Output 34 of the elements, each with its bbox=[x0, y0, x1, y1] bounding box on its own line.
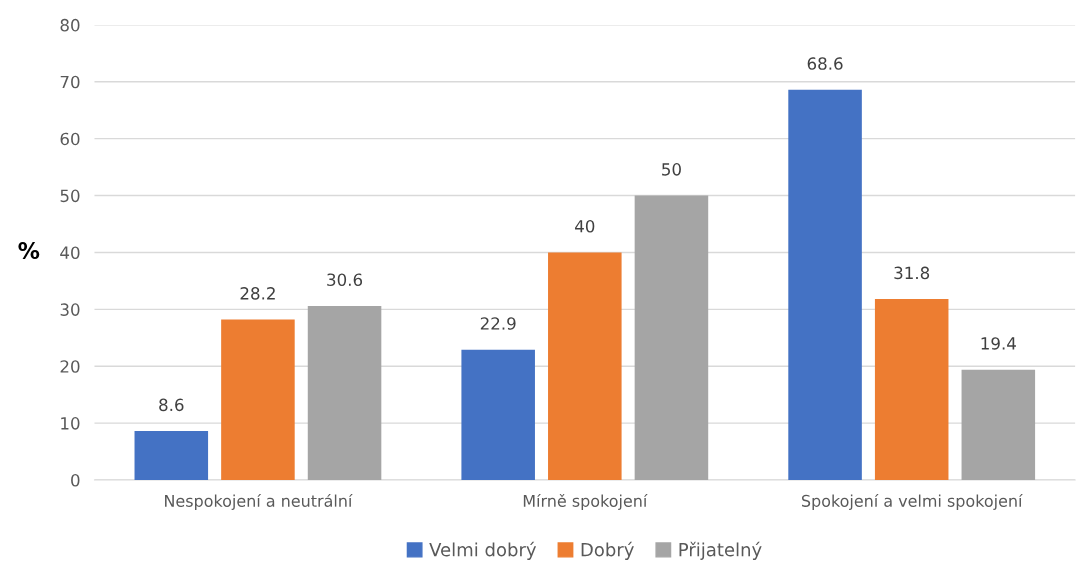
x-tick-label: Spokojení a velmi spokojení bbox=[801, 493, 1023, 510]
data-label: 40 bbox=[575, 219, 595, 233]
bar bbox=[788, 89, 862, 480]
bar bbox=[874, 299, 949, 480]
y-tick-label: 20 bbox=[60, 360, 80, 373]
bar bbox=[634, 195, 709, 480]
y-tick-label: 10 bbox=[61, 417, 80, 430]
y-axis-title: % bbox=[18, 242, 40, 259]
y-tick-label: 70 bbox=[60, 75, 80, 89]
data-label: 8.6 bbox=[159, 398, 184, 412]
x-tick-label: Mírně spokojení bbox=[523, 493, 648, 510]
legend-label: Velmi dobrý bbox=[429, 541, 537, 560]
data-label: 19.4 bbox=[981, 337, 1016, 350]
data-label: 30.6 bbox=[327, 273, 363, 287]
data-label: 28.2 bbox=[240, 287, 275, 300]
y-tick-label: 50 bbox=[60, 189, 80, 203]
legend-label: Dobrý bbox=[581, 541, 634, 560]
y-tick-label: 40 bbox=[60, 246, 80, 260]
bar bbox=[961, 369, 1036, 480]
data-label: 50 bbox=[662, 163, 681, 176]
data-label: 68.6 bbox=[807, 57, 843, 70]
y-tick-label: 60 bbox=[60, 132, 80, 146]
bar bbox=[307, 305, 382, 480]
data-label: 31.8 bbox=[894, 266, 930, 280]
y-tick-label: 30 bbox=[60, 303, 80, 316]
x-tick-label: Nespokojení a neutrální bbox=[165, 493, 353, 510]
bar bbox=[221, 319, 295, 480]
data-label: 22.9 bbox=[480, 317, 516, 330]
legend-label: Přijatelný bbox=[679, 541, 762, 560]
bar bbox=[134, 431, 209, 480]
bar bbox=[548, 252, 622, 480]
y-tick-label: 80 bbox=[60, 18, 80, 32]
bar bbox=[461, 349, 535, 480]
y-tick-label: 0 bbox=[71, 473, 80, 487]
